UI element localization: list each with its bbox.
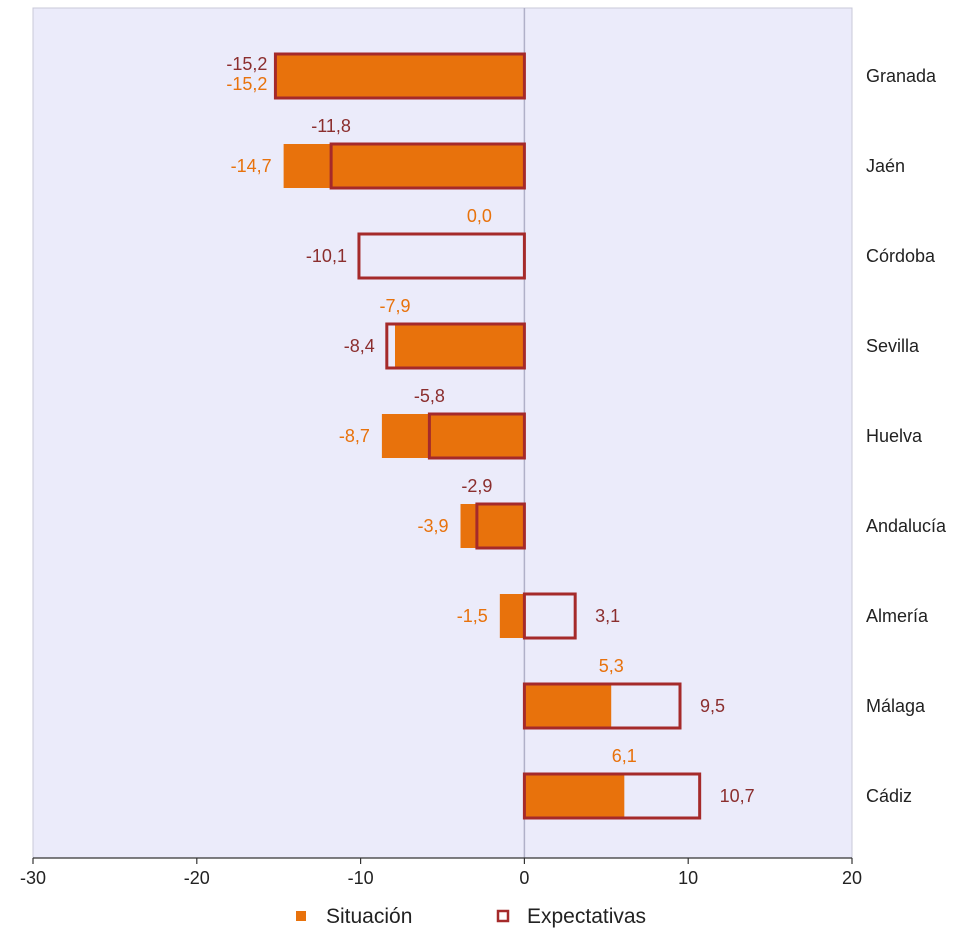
legend-marker-situacion (296, 911, 306, 921)
data-label-expectativas-2: -10,1 (306, 246, 347, 266)
bar-situacion-7 (524, 684, 612, 728)
legend-label-situacion: Situación (326, 905, 412, 928)
data-label-expectativas-1: -11,8 (311, 116, 351, 136)
bar-expectativas-5 (475, 502, 526, 550)
bar-situacion-0 (275, 54, 525, 98)
bar-situacion-3 (394, 324, 525, 368)
x-tick-label-1: -20 (184, 868, 210, 888)
data-label-situacion-0: -15,2 (226, 74, 267, 94)
legend-marker-expectativas (496, 909, 510, 923)
data-label-situacion-7: 5,3 (599, 656, 624, 676)
bar-expectativas-6 (522, 592, 577, 640)
x-tick-label-2: -10 (348, 868, 374, 888)
x-tick-label-3: 0 (519, 868, 529, 888)
legend: Situación Expectativas (296, 905, 646, 928)
category-label-0: Granada (866, 66, 937, 86)
x-tick-label-5: 20 (842, 868, 862, 888)
x-axis: -30 -20 -10 0 10 20 (20, 857, 862, 888)
data-label-expectativas-5: -2,9 (461, 476, 492, 496)
bar-expectativas-2 (357, 232, 526, 280)
bar-expectativas-3 (385, 322, 526, 370)
bars-layer (273, 8, 702, 858)
bar-situacion-6 (499, 594, 525, 638)
data-label-situacion-5: -3,9 (417, 516, 448, 536)
bar-situacion-4 (381, 414, 525, 458)
data-label-expectativas-4: -5,8 (414, 386, 445, 406)
data-label-situacion-3: -7,9 (379, 296, 410, 316)
data-labels-layer: -15,2-15,2 -14,7 -11,8 0,0 -10,1 -7,9-8,4 -8,7… (226, 54, 754, 806)
data-label-situacion-4: -8,7 (339, 426, 370, 446)
data-label-expectativas-0: -15,2 (226, 54, 267, 74)
category-label-4: Huelva (866, 426, 923, 446)
data-label-expectativas-8: 10,7 (720, 786, 755, 806)
category-label-8: Cádiz (866, 786, 912, 806)
bar-expectativas-0 (273, 52, 526, 100)
category-label-5: Andalucía (866, 516, 947, 536)
category-label-2: Córdoba (866, 246, 936, 266)
bar-expectativas-8 (522, 772, 702, 820)
bar-situacion-8 (524, 774, 625, 818)
category-labels-layer: Granada Jaén Córdoba Sevilla Huelva Andalucía… (866, 66, 947, 806)
data-label-situacion-6: -1,5 (457, 606, 488, 626)
legend-label-expectativas: Expectativas (527, 905, 646, 928)
data-label-situacion-1: -14,7 (231, 156, 272, 176)
bar-expectativas-7 (522, 682, 682, 730)
x-tick-label-0: -30 (20, 868, 46, 888)
bar-expectativas-1 (329, 142, 526, 190)
data-label-situacion-8: 6,1 (612, 746, 637, 766)
category-label-7: Málaga (866, 696, 926, 716)
category-label-1: Jaén (866, 156, 905, 176)
x-tick-label-4: 10 (678, 868, 698, 888)
data-label-situacion-2: 0,0 (467, 206, 492, 226)
data-label-expectativas-3: -8,4 (344, 336, 375, 356)
category-label-3: Sevilla (866, 336, 920, 356)
data-label-expectativas-6: 3,1 (595, 606, 620, 626)
bar-situacion-5 (460, 504, 525, 548)
category-label-6: Almería (866, 606, 929, 626)
data-label-expectativas-7: 9,5 (700, 696, 725, 716)
bar-expectativas-4 (427, 412, 526, 460)
bar-situacion-1 (283, 144, 525, 188)
